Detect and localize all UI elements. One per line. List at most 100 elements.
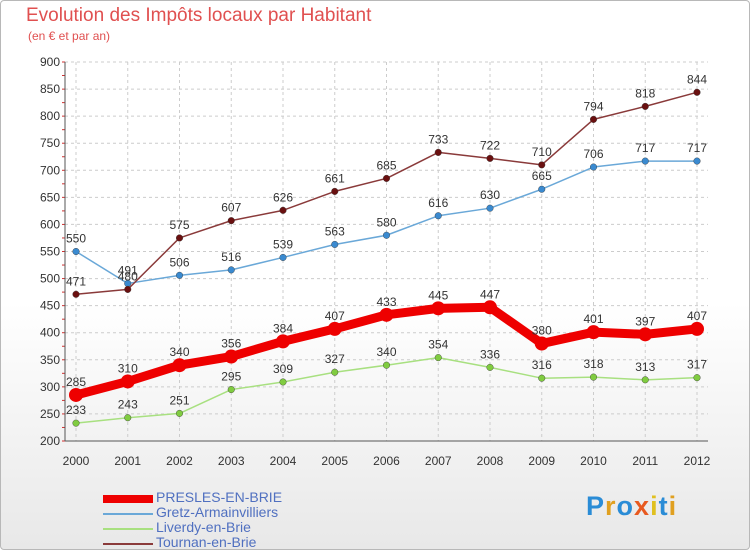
x-tick-label: 2008 (477, 454, 504, 468)
data-point (327, 321, 342, 336)
data-label: 794 (583, 99, 603, 113)
chart-title: Evolution des Impôts locaux par Habitant (26, 5, 372, 26)
legend-swatch (103, 543, 153, 545)
proxiti-logo: Proxiti (586, 491, 678, 521)
data-label: 630 (480, 188, 500, 202)
data-point (120, 374, 135, 389)
data-point (538, 185, 546, 193)
legend-label: Tournan-en-Brie (156, 534, 257, 550)
data-label: 340 (169, 345, 189, 359)
legend-label: Gretz-Armainvilliers (156, 504, 279, 520)
y-tick-label: 700 (40, 163, 60, 177)
y-tick-label: 350 (40, 353, 60, 367)
data-label: 354 (428, 338, 448, 352)
data-label: 445 (428, 288, 448, 302)
data-point (486, 154, 494, 162)
y-tick-label: 850 (40, 82, 60, 96)
data-label: 251 (169, 393, 189, 407)
data-label: 317 (687, 358, 707, 372)
data-point (434, 354, 442, 362)
data-point (534, 336, 549, 351)
legend-swatch (103, 513, 153, 515)
data-point (227, 266, 235, 274)
y-tick-label: 800 (40, 109, 60, 123)
x-tick-label: 2000 (63, 454, 90, 468)
legend-swatch (103, 495, 153, 503)
data-point (172, 358, 187, 373)
x-tick-label: 2007 (425, 454, 452, 468)
data-point (276, 334, 290, 349)
data-point (279, 253, 287, 261)
data-point (486, 363, 494, 371)
data-label: 407 (687, 309, 707, 323)
y-tick-label: 450 (40, 299, 60, 313)
data-label: 397 (635, 314, 655, 328)
data-point (434, 212, 442, 220)
data-label: 818 (635, 86, 655, 100)
data-label: 491 (118, 263, 138, 277)
data-label: 233 (66, 403, 86, 417)
data-label: 575 (169, 218, 189, 232)
data-label: 539 (273, 237, 293, 251)
data-label: 447 (480, 287, 500, 301)
data-point (331, 368, 339, 376)
x-tick-label: 2002 (166, 454, 193, 468)
data-point (590, 115, 598, 123)
y-tick-label: 750 (40, 136, 60, 150)
data-point (175, 409, 183, 417)
data-label: 563 (325, 224, 345, 238)
data-label: 607 (221, 201, 241, 215)
data-point (69, 387, 83, 402)
data-point (279, 378, 287, 386)
data-point (431, 301, 446, 316)
data-point (383, 174, 391, 182)
data-label: 471 (66, 274, 86, 288)
data-point (224, 349, 239, 364)
data-label: 316 (532, 358, 552, 372)
data-point (538, 161, 546, 169)
x-tick-label: 2011 (632, 454, 658, 468)
y-tick-label: 900 (40, 55, 60, 69)
data-label: 580 (376, 215, 396, 229)
data-point (227, 217, 235, 225)
data-point (641, 376, 649, 384)
data-point (434, 148, 442, 156)
data-label: 722 (480, 138, 500, 152)
legend-label: PRESLES-EN-BRIE (156, 489, 283, 505)
data-point (538, 374, 546, 382)
data-point (331, 240, 339, 248)
data-label: 310 (118, 361, 138, 375)
data-label: 717 (635, 141, 655, 155)
data-point (641, 157, 649, 165)
legend-label: Liverdy-en-Brie (156, 519, 251, 535)
y-tick-label: 300 (40, 380, 60, 394)
data-point (693, 374, 701, 382)
legend-item: PRESLES-EN-BRIE (103, 489, 363, 506)
data-label: 384 (273, 321, 293, 335)
data-label: 313 (635, 360, 655, 374)
data-point (693, 157, 701, 165)
data-point (72, 290, 80, 298)
data-label: 356 (221, 337, 241, 351)
data-point (124, 285, 132, 293)
x-tick-label: 2003 (218, 454, 245, 468)
x-tick-label: 2004 (270, 454, 297, 468)
x-tick-label: 2006 (373, 454, 400, 468)
x-tick-label: 2009 (528, 454, 555, 468)
data-label: 380 (532, 324, 552, 338)
x-tick-label: 2005 (321, 454, 348, 468)
data-point (175, 234, 183, 242)
data-label: 706 (583, 147, 603, 161)
data-label: 844 (687, 72, 707, 86)
data-label: 433 (376, 295, 396, 309)
y-tick-label: 600 (40, 217, 60, 231)
data-point (175, 271, 183, 279)
data-label: 506 (169, 255, 189, 269)
data-label: 340 (376, 345, 396, 359)
data-point (227, 386, 235, 394)
data-point (693, 88, 701, 96)
data-point (590, 163, 598, 171)
chart-subtitle: (en € et par an) (28, 29, 111, 43)
